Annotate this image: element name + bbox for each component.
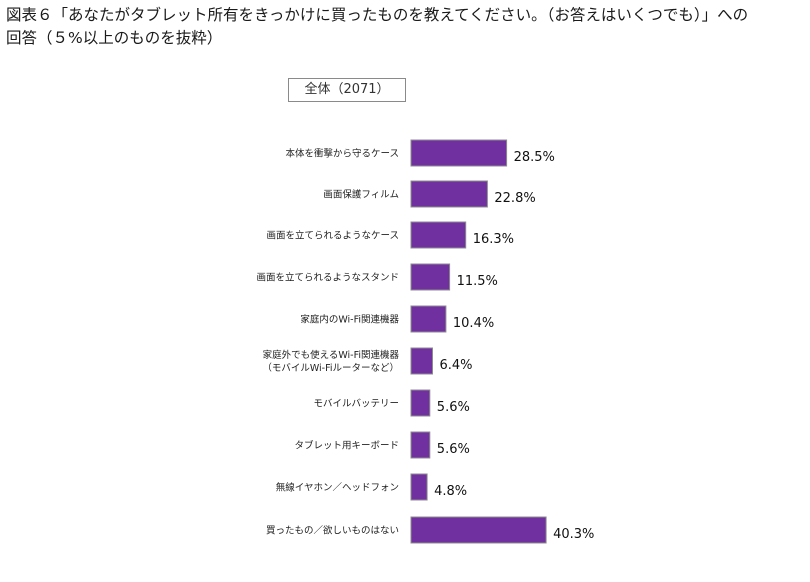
category-label-line: モバイルバッテリー — [313, 399, 399, 410]
category-label: 無線イヤホン／ヘッドフォン — [276, 482, 399, 494]
category-label: 画面を立てられるようなケース — [266, 230, 399, 242]
category-label-line: 家庭内のWi-Fi関連機器 — [300, 314, 399, 326]
bar — [410, 221, 467, 249]
bar — [410, 263, 451, 291]
category-label: 買ったもの／欲しいものはない — [266, 525, 399, 537]
bar — [410, 180, 488, 208]
category-label-line: 画面を立てられるようなケース — [266, 230, 399, 242]
category-label: 家庭内のWi-Fi関連機器 — [300, 314, 399, 326]
bar — [410, 431, 431, 459]
category-label-line: 画面保護フィルム — [323, 189, 399, 201]
category-labels: 本体を衝撃から守るケース画面保護フィルム画面を立てられるようなケース画面を立てら… — [256, 148, 399, 537]
bars — [410, 139, 547, 544]
category-label-line: 画面を立てられるようなスタンド — [256, 272, 399, 284]
category-label-line: 家庭外でも使えるWi-Fi関連機器 — [263, 349, 400, 361]
value-label: 28.5% — [514, 150, 555, 165]
value-label: 10.4% — [453, 316, 494, 331]
value-label: 6.4% — [440, 358, 473, 373]
bar — [410, 347, 433, 375]
value-label: 11.5% — [457, 274, 498, 289]
value-label: 22.8% — [494, 191, 535, 206]
value-label: 16.3% — [473, 232, 514, 247]
value-label: 4.8% — [434, 484, 467, 499]
category-label-line: 買ったもの／欲しいものはない — [266, 525, 399, 537]
category-label: 画面を立てられるようなスタンド — [256, 272, 399, 284]
value-label: 40.3% — [553, 527, 594, 542]
category-label: モバイルバッテリー — [313, 399, 399, 410]
value-label: 5.6% — [437, 400, 470, 415]
value-label: 5.6% — [437, 442, 470, 457]
bar — [410, 516, 547, 544]
bar — [410, 473, 428, 501]
bar — [410, 305, 447, 333]
category-label: タブレット用キーボード — [294, 440, 399, 452]
category-label: 家庭外でも使えるWi-Fi関連機器（モバイルWi-Fiルーターなど） — [262, 349, 399, 374]
value-labels: 28.5% 22.8% 16.3% 11.5% 10.4% 6.4% 5.6% 5.6% 4.8… — [434, 150, 594, 542]
category-label-line: 無線イヤホン／ヘッドフォン — [276, 482, 399, 494]
category-label-line: （モバイルWi-Fiルーターなど） — [262, 362, 399, 374]
bar — [410, 389, 431, 417]
bar — [410, 139, 508, 167]
category-label-line: 本体を衝撃から守るケース — [285, 148, 399, 160]
category-label-line: タブレット用キーボード — [294, 440, 399, 452]
chart-title-line1: 図表６「あなたがタブレット所有をきっかけに買ったものを教えてください。（お答えは… — [6, 6, 749, 24]
category-label: 本体を衝撃から守るケース — [285, 148, 399, 160]
category-label: 画面保護フィルム — [323, 189, 399, 201]
chart-title: 図表６「あなたがタブレット所有をきっかけに買ったものを教えてください。（お答えは… — [6, 4, 806, 50]
chart-title-line2: 回答（５%以上のものを抜粋） — [6, 29, 223, 47]
legend-series-label: 全体（2071） — [288, 78, 406, 102]
